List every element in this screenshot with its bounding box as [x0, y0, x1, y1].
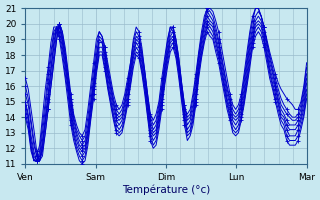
X-axis label: Température (°c): Température (°c) [122, 185, 210, 195]
